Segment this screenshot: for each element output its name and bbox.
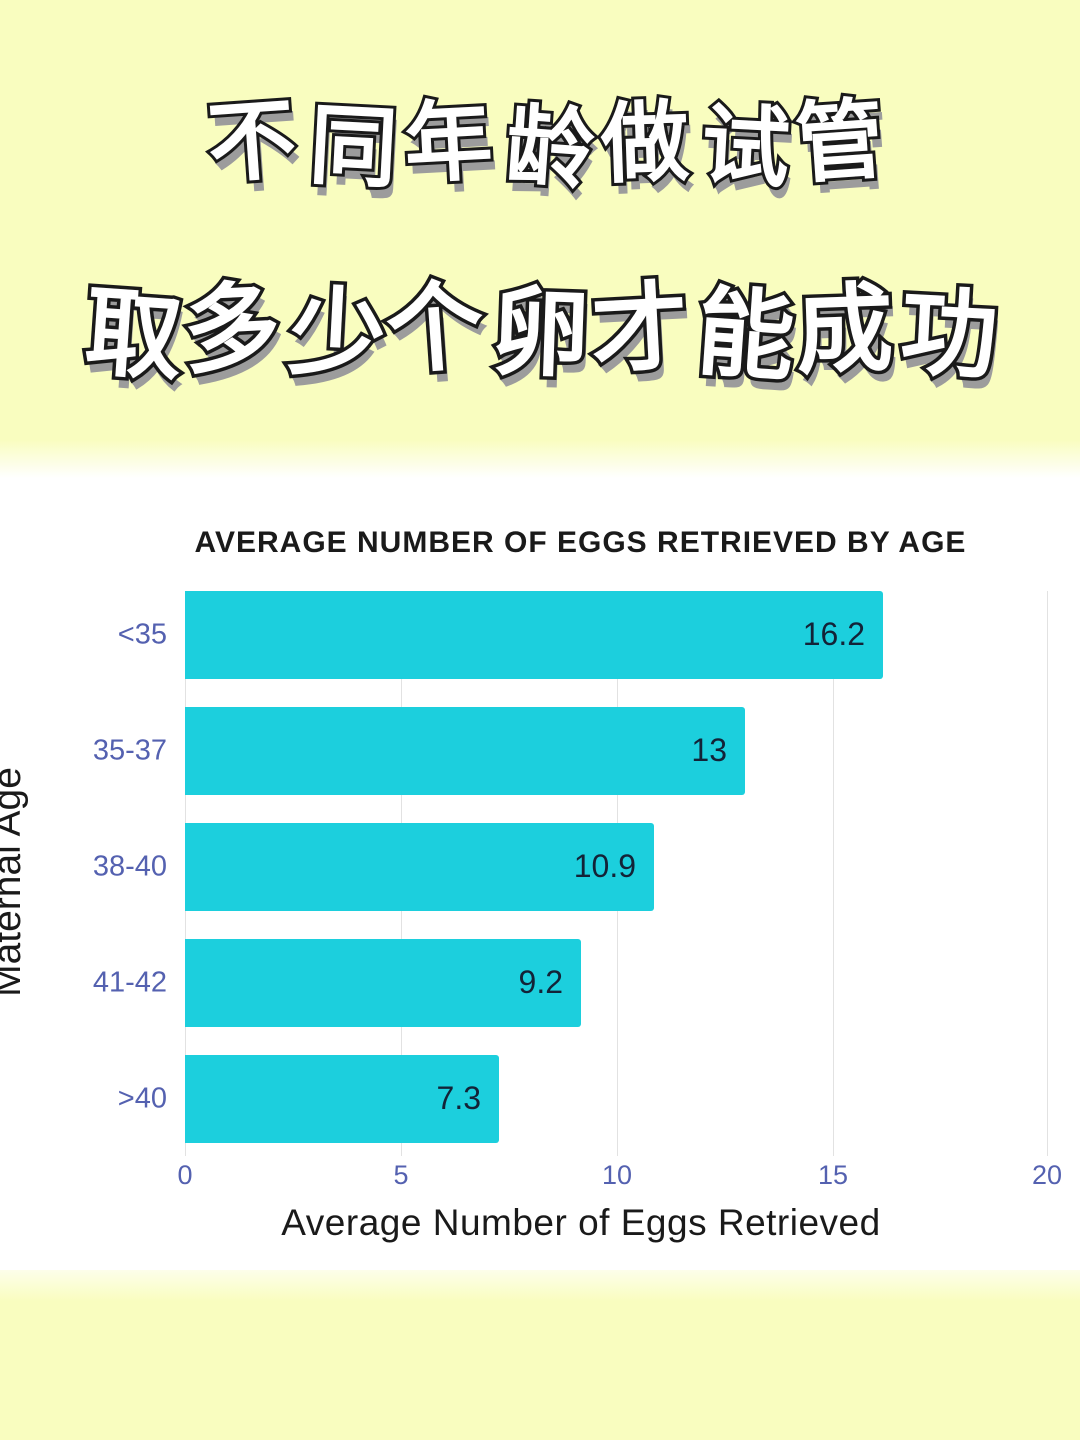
svg-text:取: 取 bbox=[82, 277, 186, 393]
svg-text:试: 试 bbox=[699, 95, 792, 198]
svg-text:能: 能 bbox=[694, 277, 798, 393]
svg-text:年: 年 bbox=[402, 91, 495, 194]
svg-text:不: 不 bbox=[204, 89, 299, 194]
svg-text:个: 个 bbox=[383, 270, 487, 386]
svg-text:卵: 卵 bbox=[490, 277, 591, 389]
svg-text:做: 做 bbox=[598, 92, 690, 194]
svg-text:龄: 龄 bbox=[503, 95, 598, 200]
svg-text:少: 少 bbox=[286, 277, 389, 391]
svg-text:成: 成 bbox=[794, 274, 895, 386]
svg-text:才: 才 bbox=[588, 272, 691, 386]
svg-text:功: 功 bbox=[898, 277, 1001, 391]
svg-text:多: 多 bbox=[180, 272, 283, 386]
svg-text:管: 管 bbox=[792, 89, 887, 194]
svg-text:同: 同 bbox=[307, 95, 400, 198]
